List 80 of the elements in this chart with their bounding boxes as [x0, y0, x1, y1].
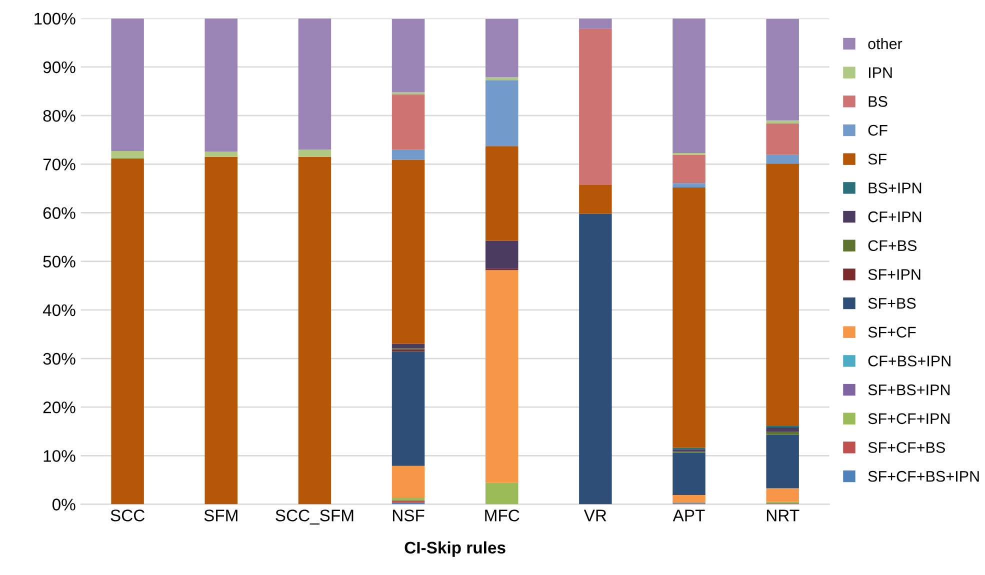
y-tick-label: 30%: [43, 352, 76, 365]
bar: [766, 123, 799, 155]
y-tick-label: 100%: [34, 12, 76, 25]
y-tick-label: 50%: [43, 256, 76, 268]
bar: [204, 18, 238, 152]
y-tick-label: 60%: [43, 207, 76, 219]
bar: [485, 240, 518, 269]
legend-label: SF+BS+IPN: [868, 384, 950, 396]
legend-label: CF+BS: [868, 240, 917, 252]
bar: [766, 164, 799, 426]
bar: [579, 18, 612, 29]
bar: [392, 497, 425, 500]
bar: [392, 150, 425, 160]
x-tick-label: NSF: [392, 510, 424, 522]
bar: [766, 434, 799, 488]
x-tick-label: SCC_SFM: [276, 510, 354, 525]
bar: [204, 156, 238, 504]
bar: [111, 18, 144, 152]
bar: [579, 28, 612, 185]
bar: [392, 94, 425, 150]
bar: [672, 452, 706, 496]
bar: [579, 184, 612, 214]
legend-label: SF+BS: [868, 298, 916, 309]
x-tick-label: VR: [584, 510, 606, 522]
legend-label: BS: [868, 96, 888, 107]
bar: [672, 18, 706, 153]
legend-label: BS+IPN: [868, 182, 922, 194]
bar: [392, 160, 425, 344]
bar: [672, 154, 706, 184]
bar: [485, 80, 518, 146]
legend-label: IPN: [868, 67, 892, 78]
bar: [392, 500, 425, 503]
legend-label: SF+CF+IPN: [868, 413, 950, 424]
bar: [392, 344, 425, 348]
y-tick-label: 0%: [52, 498, 76, 510]
bar: [485, 77, 518, 80]
bar: [672, 183, 706, 188]
legend-label: SF+CF+BS: [868, 442, 945, 453]
y-tick-label: 80%: [43, 110, 76, 122]
bar: [579, 214, 612, 504]
bar: [672, 495, 706, 502]
bar: [111, 151, 144, 158]
legend-label: SF: [868, 154, 886, 165]
x-axis-title: CI-Skip rules: [404, 541, 506, 557]
legend-label: SF+CF: [868, 326, 916, 338]
bar: [766, 154, 799, 164]
x-tick-label: APT: [672, 510, 705, 522]
x-tick-label: NRT: [766, 510, 800, 522]
legend-label: CF+BS+IPN: [868, 356, 950, 366]
y-tick-label: 20%: [43, 402, 76, 414]
bar: [766, 18, 799, 120]
x-tick-label: SFM: [204, 510, 238, 522]
bar: [298, 18, 332, 150]
y-tick-label: 40%: [42, 304, 76, 316]
legend-label: SF+IPN: [868, 269, 920, 280]
bar: [392, 466, 425, 498]
legend-label: SF+CF+BS+IPN: [868, 470, 979, 482]
bar: [204, 152, 238, 157]
x-tick-label: MFC: [485, 510, 520, 522]
bar: [485, 270, 518, 483]
bar: [298, 150, 332, 157]
bar: [766, 428, 799, 432]
legend-label: CF+IPN: [868, 211, 922, 222]
bar: [766, 120, 799, 124]
y-tick-label: 10%: [44, 450, 76, 462]
bar: [392, 351, 425, 466]
bar: [485, 482, 518, 504]
bar: [485, 146, 518, 241]
bar: [111, 158, 144, 504]
bar: [298, 156, 332, 504]
bar: [392, 18, 425, 92]
bar: [766, 432, 799, 435]
legend-label: other: [868, 38, 902, 50]
x-tick-label: SCC: [110, 510, 145, 522]
y-tick-label: 90%: [43, 61, 76, 74]
bar: [672, 187, 706, 448]
legend-label: CF: [868, 124, 888, 136]
y-tick-label: 70%: [43, 158, 76, 170]
bar: [485, 18, 518, 78]
bar: [766, 488, 799, 502]
